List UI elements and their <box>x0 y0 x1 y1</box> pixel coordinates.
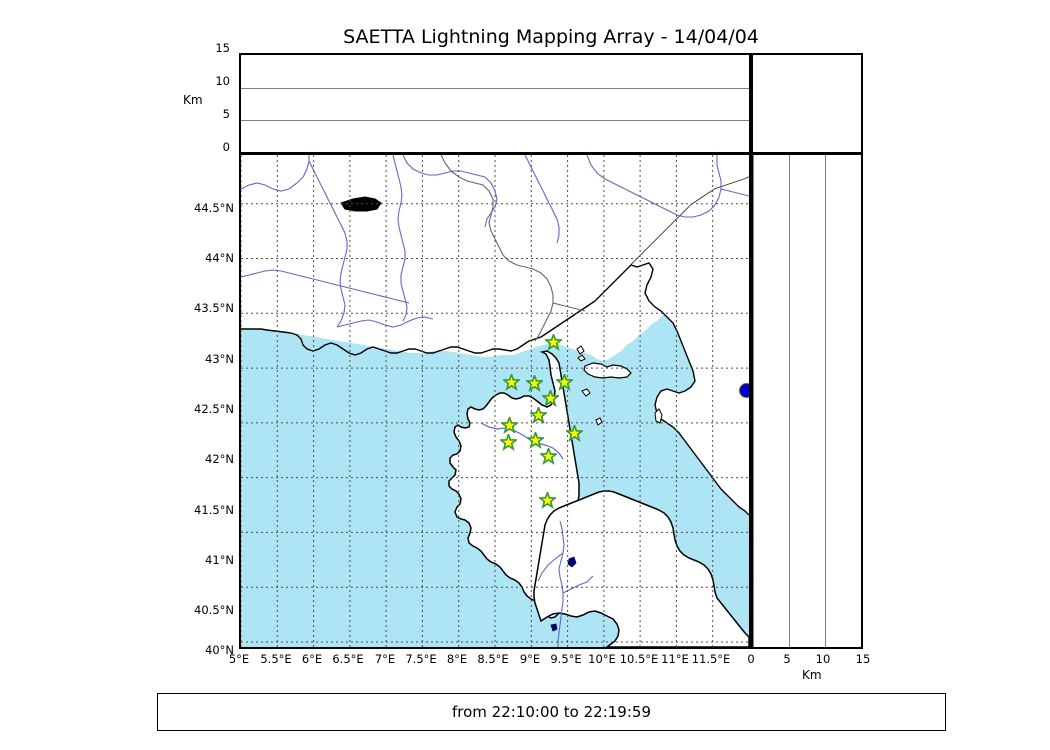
xtick-map-10.5: 10.5°E <box>619 652 659 666</box>
lon-altitude-panel[interactable] <box>239 53 751 154</box>
altitude-lat-panel[interactable] <box>751 153 863 649</box>
ytick-top-10: 10 <box>215 74 230 88</box>
lma-station-marker[interactable] <box>501 417 518 434</box>
xtick-right-0: 0 <box>747 652 755 666</box>
xtick-map-9: 9°E <box>519 652 541 666</box>
lma-station-marker[interactable] <box>527 432 545 450</box>
ytick-map-41: 41°N <box>205 553 234 567</box>
ytick-top-5: 5 <box>222 107 230 121</box>
ytick-top-15: 15 <box>215 41 230 55</box>
xtick-right-5: 5 <box>783 652 791 666</box>
ytick-map-43: 43°N <box>205 352 234 366</box>
ytick-map-44.5: 44.5°N <box>194 201 234 215</box>
xtick-map-11.5: 11.5°E <box>691 652 731 666</box>
gridline-10km <box>825 155 826 647</box>
gridline-10km <box>241 88 749 89</box>
time-range-box: from 22:10:00 to 22:19:59 <box>157 693 946 731</box>
lma-station-marker[interactable] <box>503 374 521 391</box>
gridline-5km <box>789 155 790 647</box>
xtick-map-7.5: 7.5°E <box>405 652 437 666</box>
ytick-map-42.5: 42.5°N <box>194 402 234 416</box>
map-geography <box>241 155 749 647</box>
lma-station-marker[interactable] <box>538 491 556 509</box>
gridline-0km <box>753 155 754 647</box>
ytick-map-40: 40°N <box>205 643 234 657</box>
xtick-map-6: 6°E <box>301 652 323 666</box>
xtick-map-8.5: 8.5°E <box>477 652 509 666</box>
time-range-text: from 22:10:00 to 22:19:59 <box>451 703 651 721</box>
lma-station-marker[interactable] <box>540 447 558 465</box>
lma-station-marker[interactable] <box>556 374 574 391</box>
ytick-map-42: 42°N <box>205 452 234 466</box>
gridline-5km <box>241 120 749 121</box>
lma-station-marker[interactable] <box>544 334 562 351</box>
ytick-top-0: 0 <box>222 140 230 154</box>
vhf-source-marker[interactable] <box>739 383 749 399</box>
empty-corner-panel[interactable] <box>751 53 863 154</box>
ytick-map-44: 44°N <box>205 251 234 265</box>
xtick-map-7: 7°E <box>374 652 396 666</box>
xtick-map-8: 8°E <box>446 652 468 666</box>
ytick-map-43.5: 43.5°N <box>194 301 234 315</box>
right-panel-axis-label: Km <box>802 668 822 682</box>
lma-station-marker[interactable] <box>499 433 517 451</box>
xtick-map-9.5: 9.5°E <box>550 652 582 666</box>
xtick-map-5: 5°E <box>228 652 250 666</box>
xtick-map-6.5: 6.5°E <box>332 652 364 666</box>
page-title: SAETTA Lightning Mapping Array - 14/04/0… <box>343 26 759 48</box>
plan-view-map-panel[interactable] <box>239 153 751 649</box>
lma-station-marker[interactable] <box>565 425 583 443</box>
top-panel-axis-label: Km <box>183 93 203 107</box>
xtick-right-10: 10 <box>815 652 831 666</box>
ytick-map-41.5: 41.5°N <box>194 503 234 517</box>
ytick-map-40.5: 40.5°N <box>194 603 234 617</box>
xtick-map-11: 11°E <box>661 652 689 666</box>
xtick-map-10: 10°E <box>588 652 616 666</box>
lma-station-marker[interactable] <box>542 390 560 408</box>
xtick-right-15: 15 <box>855 652 871 666</box>
lma-station-marker[interactable] <box>530 406 548 424</box>
lma-station-marker[interactable] <box>526 375 544 392</box>
xtick-map-5.5: 5.5°E <box>260 652 292 666</box>
